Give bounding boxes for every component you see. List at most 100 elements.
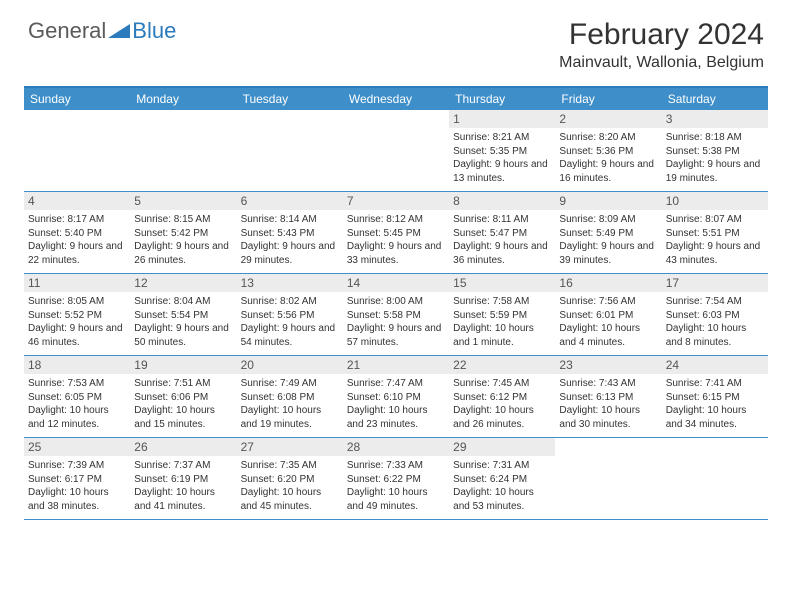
day-cell: 17 Sunrise: 7:54 AMSunset: 6:03 PMDayligh… (662, 274, 768, 355)
week-row: 18Sunrise: 7:53 AMSunset: 6:05 PMDayligh… (24, 356, 768, 438)
weekday-header: Monday (130, 88, 236, 110)
day-cell: 15 Sunrise: 7:58 AMSunset: 5:59 PMDayligh… (449, 274, 555, 355)
day-cell: 8 Sunrise: 8:11 AMSunset: 5:47 PMDaylight… (449, 192, 555, 273)
day-cell: 24 Sunrise: 7:41 AMSunset: 6:15 PMDayligh… (662, 356, 768, 437)
day-number: 29 (449, 438, 555, 456)
day-info: Sunrise: 7:43 AMSunset: 6:13 PMDaylight:… (559, 377, 657, 431)
day-number: 28 (343, 438, 449, 456)
week-row: 11 Sunrise: 8:05 AMSunset: 5:52 PMDayligh… (24, 274, 768, 356)
day-info: Sunrise: 7:47 AMSunset: 6:10 PMDaylight:… (347, 377, 445, 431)
day-info: Sunrise: 7:37 AMSunset: 6:19 PMDaylight:… (134, 459, 232, 513)
day-number: 26 (130, 438, 236, 456)
day-cell: 4Sunrise: 8:17 AMSunset: 5:40 PMDaylight… (24, 192, 130, 273)
day-cell: 23 Sunrise: 7:43 AMSunset: 6:13 PMDayligh… (555, 356, 661, 437)
day-number: 24 (662, 356, 768, 374)
day-number: 7 (343, 192, 449, 210)
day-info: Sunrise: 8:17 AMSunset: 5:40 PMDaylight:… (28, 213, 126, 267)
logo-text-blue: Blue (132, 18, 176, 44)
day-cell: 10 Sunrise: 8:07 AMSunset: 5:51 PMDayligh… (662, 192, 768, 273)
day-info: Sunrise: 8:18 AMSunset: 5:38 PMDaylight:… (666, 131, 764, 185)
day-cell: 22 Sunrise: 7:45 AMSunset: 6:12 PMDayligh… (449, 356, 555, 437)
day-info: Sunrise: 7:45 AMSunset: 6:12 PMDaylight:… (453, 377, 551, 431)
weekday-header: Thursday (449, 88, 555, 110)
day-info: Sunrise: 7:54 AMSunset: 6:03 PMDaylight:… (666, 295, 764, 349)
day-info: Sunrise: 7:51 AMSunset: 6:06 PMDaylight:… (134, 377, 232, 431)
day-info: Sunrise: 8:04 AMSunset: 5:54 PMDaylight:… (134, 295, 232, 349)
week-row: ....1Sunrise: 8:21 AMSunset: 5:35 PMDayl… (24, 110, 768, 192)
day-cell: . (130, 110, 236, 191)
day-number: 20 (237, 356, 343, 374)
title-block: February 2024 Mainvault, Wallonia, Belgi… (559, 18, 764, 72)
day-cell: . (343, 110, 449, 191)
day-cell: 29Sunrise: 7:31 AMSunset: 6:24 PMDayligh… (449, 438, 555, 519)
day-number: 23 (555, 356, 661, 374)
day-cell: . (237, 110, 343, 191)
day-number: 12 (130, 274, 236, 292)
day-cell: 27Sunrise: 7:35 AMSunset: 6:20 PMDayligh… (237, 438, 343, 519)
logo-triangle-icon (108, 22, 130, 40)
day-number: 15 (449, 274, 555, 292)
day-cell: 20 Sunrise: 7:49 AMSunset: 6:08 PMDayligh… (237, 356, 343, 437)
day-number: 22 (449, 356, 555, 374)
day-cell: 12 Sunrise: 8:04 AMSunset: 5:54 PMDayligh… (130, 274, 236, 355)
weekday-header: Wednesday (343, 88, 449, 110)
weekday-header-row: SundayMondayTuesdayWednesdayThursdayFrid… (24, 88, 768, 110)
day-number: 6 (237, 192, 343, 210)
day-number: 5 (130, 192, 236, 210)
day-number: 25 (24, 438, 130, 456)
day-info: Sunrise: 7:49 AMSunset: 6:08 PMDaylight:… (241, 377, 339, 431)
day-cell: 25Sunrise: 7:39 AMSunset: 6:17 PMDayligh… (24, 438, 130, 519)
day-cell: 18Sunrise: 7:53 AMSunset: 6:05 PMDayligh… (24, 356, 130, 437)
day-cell: 16Sunrise: 7:56 AMSunset: 6:01 PMDayligh… (555, 274, 661, 355)
day-info: Sunrise: 7:56 AMSunset: 6:01 PMDaylight:… (559, 295, 657, 349)
weekday-header: Tuesday (237, 88, 343, 110)
day-info: Sunrise: 8:11 AMSunset: 5:47 PMDaylight:… (453, 213, 551, 267)
day-info: Sunrise: 7:58 AMSunset: 5:59 PMDaylight:… (453, 295, 551, 349)
day-cell: 11 Sunrise: 8:05 AMSunset: 5:52 PMDayligh… (24, 274, 130, 355)
day-info: Sunrise: 8:07 AMSunset: 5:51 PMDaylight:… (666, 213, 764, 267)
day-info: Sunrise: 7:53 AMSunset: 6:05 PMDaylight:… (28, 377, 126, 431)
day-cell: 21 Sunrise: 7:47 AMSunset: 6:10 PMDayligh… (343, 356, 449, 437)
day-info: Sunrise: 7:41 AMSunset: 6:15 PMDaylight:… (666, 377, 764, 431)
week-row: 25Sunrise: 7:39 AMSunset: 6:17 PMDayligh… (24, 438, 768, 520)
page-title: February 2024 (559, 18, 764, 52)
day-number: 11 (24, 274, 130, 292)
day-number: 13 (237, 274, 343, 292)
day-info: Sunrise: 8:00 AMSunset: 5:58 PMDaylight:… (347, 295, 445, 349)
day-number: 8 (449, 192, 555, 210)
day-cell: 3Sunrise: 8:18 AMSunset: 5:38 PMDaylight… (662, 110, 768, 191)
day-cell: 28 Sunrise: 7:33 AMSunset: 6:22 PMDayligh… (343, 438, 449, 519)
day-info: Sunrise: 8:20 AMSunset: 5:36 PMDaylight:… (559, 131, 657, 185)
day-cell: . (24, 110, 130, 191)
day-cell: 5 Sunrise: 8:15 AMSunset: 5:42 PMDaylight… (130, 192, 236, 273)
day-number: 21 (343, 356, 449, 374)
logo-text-general: General (28, 18, 106, 44)
day-info: Sunrise: 8:15 AMSunset: 5:42 PMDaylight:… (134, 213, 232, 267)
day-info: Sunrise: 8:05 AMSunset: 5:52 PMDaylight:… (28, 295, 126, 349)
day-cell: 26 Sunrise: 7:37 AMSunset: 6:19 PMDayligh… (130, 438, 236, 519)
day-number: 10 (662, 192, 768, 210)
day-info: Sunrise: 8:12 AMSunset: 5:45 PMDaylight:… (347, 213, 445, 267)
weekday-header: Saturday (662, 88, 768, 110)
day-info: Sunrise: 7:33 AMSunset: 6:22 PMDaylight:… (347, 459, 445, 513)
week-row: 4Sunrise: 8:17 AMSunset: 5:40 PMDaylight… (24, 192, 768, 274)
day-number: 2 (555, 110, 661, 128)
weeks-container: ....1Sunrise: 8:21 AMSunset: 5:35 PMDayl… (24, 110, 768, 520)
day-cell: 13 Sunrise: 8:02 AMSunset: 5:56 PMDayligh… (237, 274, 343, 355)
day-cell: 6Sunrise: 8:14 AMSunset: 5:43 PMDaylight… (237, 192, 343, 273)
calendar: SundayMondayTuesdayWednesdayThursdayFrid… (24, 86, 768, 520)
day-cell: 14 Sunrise: 8:00 AMSunset: 5:58 PMDayligh… (343, 274, 449, 355)
weekday-header: Sunday (24, 88, 130, 110)
day-cell: . (555, 438, 661, 519)
day-number: 14 (343, 274, 449, 292)
logo: General Blue (28, 18, 176, 44)
day-cell: 19 Sunrise: 7:51 AMSunset: 6:06 PMDayligh… (130, 356, 236, 437)
day-number: 19 (130, 356, 236, 374)
day-info: Sunrise: 8:09 AMSunset: 5:49 PMDaylight:… (559, 213, 657, 267)
day-number: 9 (555, 192, 661, 210)
day-info: Sunrise: 8:02 AMSunset: 5:56 PMDaylight:… (241, 295, 339, 349)
day-cell: 7 Sunrise: 8:12 AMSunset: 5:45 PMDaylight… (343, 192, 449, 273)
day-number: 17 (662, 274, 768, 292)
day-number: 1 (449, 110, 555, 128)
day-cell: 1Sunrise: 8:21 AMSunset: 5:35 PMDaylight… (449, 110, 555, 191)
